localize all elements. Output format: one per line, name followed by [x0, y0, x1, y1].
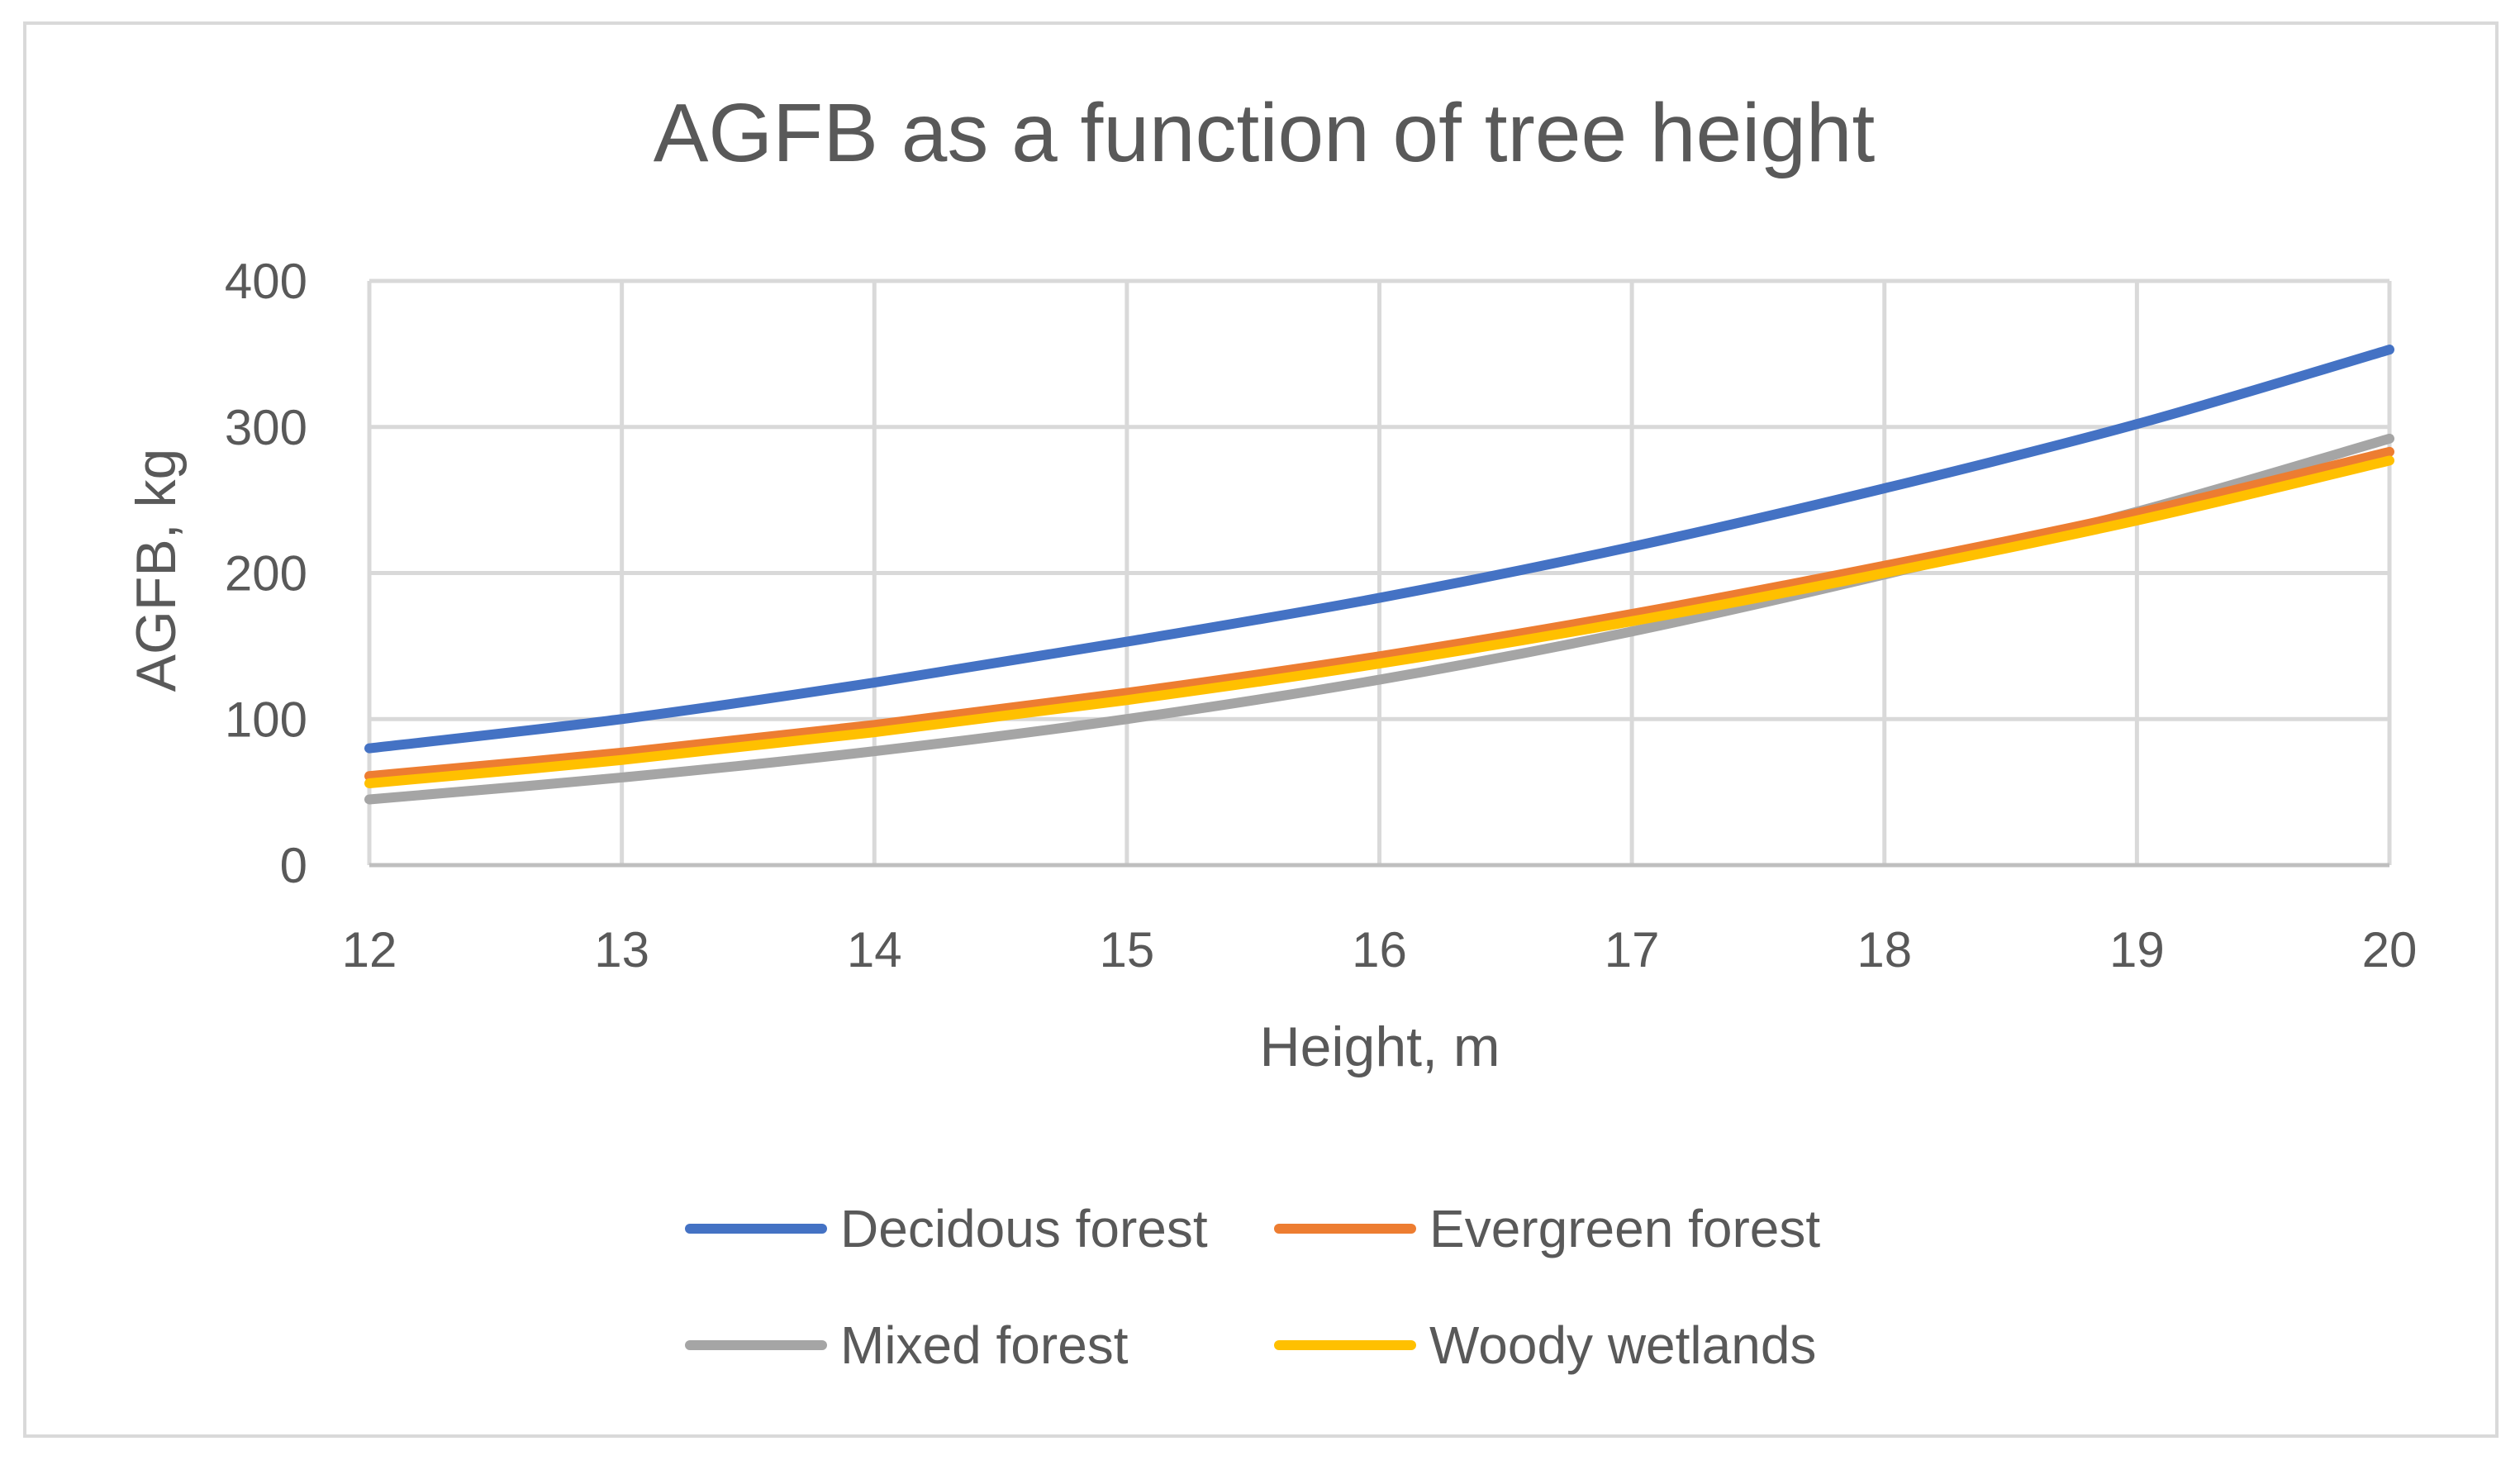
y-tick-label: 200 — [225, 546, 307, 602]
x-tick-label: 17 — [1605, 922, 1660, 977]
chart-title: AGFB as a function of tree height — [654, 87, 1876, 179]
series-lines — [364, 345, 2394, 805]
legend-label: Woody wetlands — [1429, 1315, 1816, 1375]
x-tick-label: 12 — [342, 922, 397, 977]
y-tick-label: 0 — [280, 838, 307, 893]
y-axis-label: AGFB, kg — [125, 449, 188, 692]
legend-label: Decidous forest — [840, 1199, 1208, 1258]
y-tick-label: 300 — [225, 400, 307, 455]
series-line-woody-wetlands — [364, 455, 2394, 789]
legend-label: Evergreen forest — [1429, 1199, 1820, 1258]
y-tick-label: 400 — [225, 254, 307, 309]
x-tick-label: 18 — [1857, 922, 1912, 977]
x-tick-label: 16 — [1352, 922, 1407, 977]
legend-label: Mixed forest — [840, 1315, 1129, 1375]
x-tick-label: 14 — [847, 922, 902, 977]
x-tick-label: 19 — [2109, 922, 2165, 977]
x-tick-label: 20 — [2362, 922, 2418, 977]
legend: Decidous forest Evergreen forest Mixed for… — [685, 1199, 1820, 1375]
series-line-evergreen-forest — [364, 446, 2394, 782]
x-tick-label: 15 — [1100, 922, 1155, 977]
chart-border — [23, 21, 2499, 1438]
x-tick-label: 13 — [594, 922, 649, 977]
series-line-decidous-forest — [364, 345, 2394, 754]
y-tick-label: 100 — [225, 692, 307, 747]
x-axis-label: Height, m — [1260, 1016, 1500, 1078]
